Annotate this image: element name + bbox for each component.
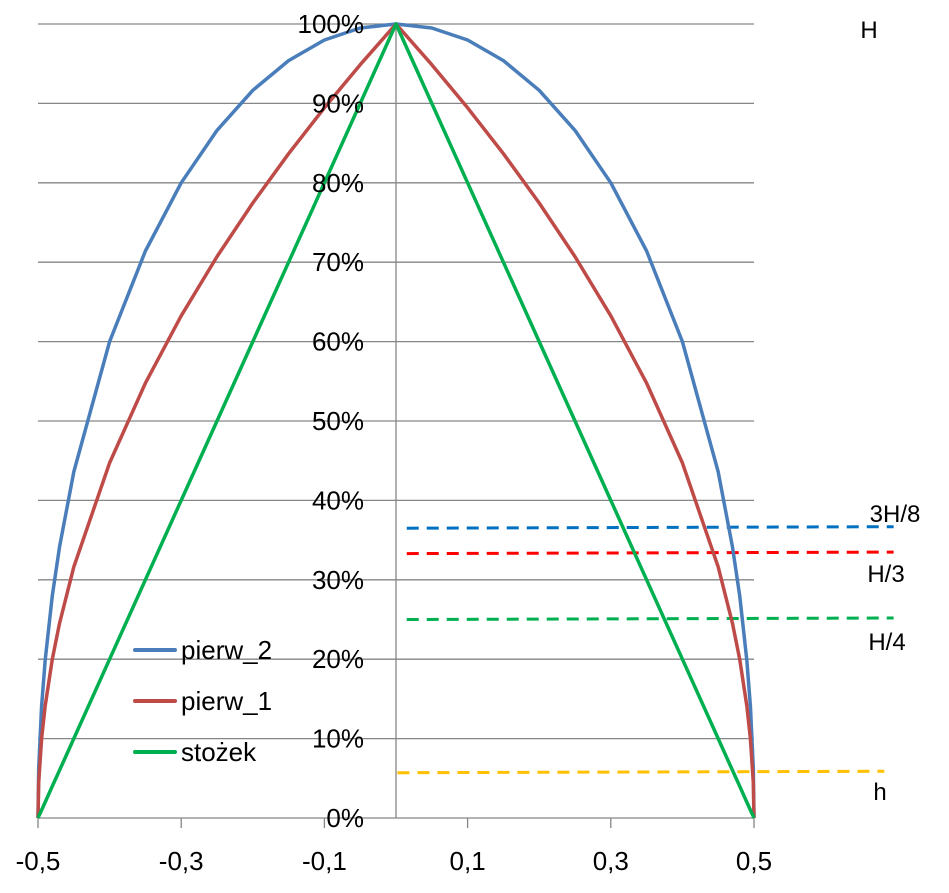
series-line-2 — [36, 22, 756, 819]
y-tick-label: 90% — [312, 88, 364, 118]
x-tick-label: -0,1 — [302, 846, 347, 876]
axes — [37, 24, 755, 828]
reference-line — [406, 525, 894, 530]
legend: pierw_2 pierw_1 stożek — [133, 635, 272, 767]
y-tick-label: 40% — [312, 485, 364, 515]
series-lines — [36, 22, 756, 819]
annotation-H: H — [860, 17, 877, 44]
x-tick-label: 0,5 — [736, 846, 772, 876]
y-tick-label: 20% — [312, 644, 364, 674]
y-tick-label: 0% — [326, 803, 364, 833]
y-tick-label: 60% — [312, 327, 364, 357]
legend-label: stożek — [181, 737, 257, 767]
legend-label: pierw_2 — [181, 635, 272, 665]
y-tick-label: 50% — [312, 406, 364, 436]
y-tick-label: 100% — [298, 9, 365, 39]
x-tick-label: 0,1 — [450, 846, 486, 876]
tick-labels: 0% 10% 20% 30% 40% 50% 60% 70% 80% 90% 100% -0,5 -0,… — [16, 9, 921, 876]
reference-line-label: H/3 — [867, 561, 904, 588]
reference-line-label: H/4 — [868, 629, 905, 656]
reference-lines — [397, 525, 894, 775]
y-tick-label: 80% — [312, 168, 364, 198]
y-tick-label: 10% — [312, 724, 364, 754]
x-tick-label: 0,3 — [593, 846, 629, 876]
reference-line — [406, 550, 894, 556]
x-tick-label: -0,5 — [16, 846, 61, 876]
reference-line-label: 3H/8 — [870, 501, 921, 528]
x-tick-label: -0,3 — [159, 846, 204, 876]
y-tick-label: 70% — [312, 247, 364, 277]
legend-label: pierw_1 — [181, 686, 272, 716]
reference-line — [397, 769, 885, 775]
reference-line-label: h — [873, 779, 886, 806]
reference-line — [406, 616, 894, 621]
y-tick-label: 30% — [312, 565, 364, 595]
